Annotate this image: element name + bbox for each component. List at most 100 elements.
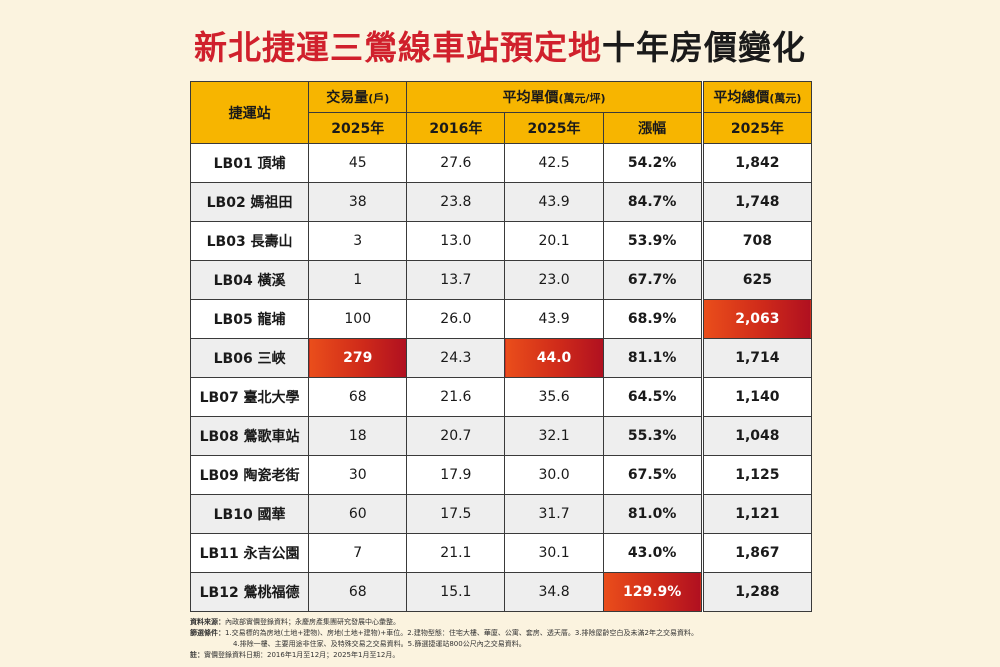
growth-cell: 84.7%	[602, 182, 702, 222]
source-note: 資料來源：內政部實價登錄資料；永慶房產集團研究發展中心彙整。	[190, 618, 400, 626]
table-row: LB06 三峽 279 24.3 44.0 81.1% 1,714	[189, 338, 813, 378]
table-row: LB01 頂埔 45 27.6 42.5 54.2% 1,842	[189, 143, 813, 183]
growth-cell: 68.9%	[602, 299, 702, 339]
filter-note: 篩選條件：1.交易標的為房地(土地+建物)、房地(土地+建物)+車位。2.建物型…	[190, 629, 699, 637]
growth-cell: 67.7%	[602, 260, 702, 300]
station-name: LB01 頂埔	[189, 143, 310, 183]
price-2025-cell: 32.1	[504, 416, 604, 456]
total-cell: 1,140	[702, 377, 813, 417]
total-cell: 1,121	[702, 494, 813, 534]
price-2016-cell: 23.8	[406, 182, 506, 222]
volume-cell: 30	[308, 455, 408, 495]
station-name: LB08 鶯歌車站	[189, 416, 310, 456]
header-station: 捷運站	[189, 81, 310, 144]
total-cell: 1,748	[702, 182, 813, 222]
station-name: LB12 鶯桃福德	[189, 572, 310, 612]
growth-cell: 67.5%	[602, 455, 702, 495]
price-2016-cell: 24.3	[406, 338, 506, 378]
growth-cell-highlight: 129.9%	[602, 572, 702, 612]
total-cell: 625	[702, 260, 813, 300]
price-2016-cell: 15.1	[406, 572, 506, 612]
price-2025-cell: 31.7	[504, 494, 604, 534]
price-2025-cell: 23.0	[504, 260, 604, 300]
volume-cell: 38	[308, 182, 408, 222]
date-note: 註：實價登錄資料日期：2016年1月至12月；2025年1月至12月。	[190, 651, 400, 659]
price-2025-cell-highlight: 44.0	[504, 338, 604, 378]
price-2025-cell: 43.9	[504, 182, 604, 222]
growth-cell: 55.3%	[602, 416, 702, 456]
title-red: 新北捷運三鶯線車站預定地	[194, 28, 602, 67]
growth-cell: 53.9%	[602, 221, 702, 261]
volume-cell: 1	[308, 260, 408, 300]
growth-cell: 64.5%	[602, 377, 702, 417]
price-2016-cell: 27.6	[406, 143, 506, 183]
price-2016-cell: 13.0	[406, 221, 506, 261]
growth-cell: 43.0%	[602, 533, 702, 573]
price-table: 捷運站 交易量(戶) 平均單價(萬元/坪) 平均總價(萬元) 2025年 201…	[189, 81, 813, 612]
header-volume: 交易量(戶)	[308, 81, 408, 113]
station-name: LB06 三峽	[189, 338, 310, 378]
volume-cell: 100	[308, 299, 408, 339]
price-2025-cell: 35.6	[504, 377, 604, 417]
price-2016-cell: 13.7	[406, 260, 506, 300]
growth-cell: 54.2%	[602, 143, 702, 183]
header-price-2016: 2016年	[406, 112, 506, 144]
station-name: LB02 媽祖田	[189, 182, 310, 222]
volume-cell: 60	[308, 494, 408, 534]
price-2025-cell: 42.5	[504, 143, 604, 183]
header-growth: 漲幅	[602, 112, 702, 144]
growth-cell: 81.1%	[602, 338, 702, 378]
price-2016-cell: 21.1	[406, 533, 506, 573]
total-cell: 1,867	[702, 533, 813, 573]
volume-cell: 7	[308, 533, 408, 573]
volume-cell: 45	[308, 143, 408, 183]
table-row: LB08 鶯歌車站 18 20.7 32.1 55.3% 1,048	[189, 416, 813, 456]
total-cell: 708	[702, 221, 813, 261]
station-name: LB04 橫溪	[189, 260, 310, 300]
total-cell: 1,048	[702, 416, 813, 456]
station-name: LB03 長壽山	[189, 221, 310, 261]
header-unit-price: 平均單價(萬元/坪)	[406, 81, 702, 113]
price-2025-cell: 34.8	[504, 572, 604, 612]
header-volume-year: 2025年	[308, 112, 408, 144]
table-row: LB11 永吉公園 7 21.1 30.1 43.0% 1,867	[189, 533, 813, 573]
growth-cell: 81.0%	[602, 494, 702, 534]
total-cell: 1,288	[702, 572, 813, 612]
price-2025-cell: 30.1	[504, 533, 604, 573]
station-name: LB10 國華	[189, 494, 310, 534]
volume-cell: 18	[308, 416, 408, 456]
total-cell: 1,125	[702, 455, 813, 495]
station-name: LB09 陶瓷老街	[189, 455, 310, 495]
total-cell-highlight: 2,063	[702, 299, 813, 339]
price-2025-cell: 43.9	[504, 299, 604, 339]
table-row: LB09 陶瓷老街 30 17.9 30.0 67.5% 1,125	[189, 455, 813, 495]
station-name: LB07 臺北大學	[189, 377, 310, 417]
price-2025-cell: 20.1	[504, 221, 604, 261]
price-2016-cell: 17.5	[406, 494, 506, 534]
total-cell: 1,714	[702, 338, 813, 378]
price-2025-cell: 30.0	[504, 455, 604, 495]
table-row: LB02 媽祖田 38 23.8 43.9 84.7% 1,748	[189, 182, 813, 222]
table-row: LB10 國華 60 17.5 31.7 81.0% 1,121	[189, 494, 813, 534]
table-row: LB12 鶯桃福德 68 15.1 34.8 129.9% 1,288	[189, 572, 813, 612]
volume-cell-highlight: 279	[308, 338, 408, 378]
price-2016-cell: 21.6	[406, 377, 506, 417]
volume-cell: 68	[308, 377, 408, 417]
header-total-year: 2025年	[702, 112, 813, 144]
price-2016-cell: 17.9	[406, 455, 506, 495]
footnotes: 資料來源：內政部實價登錄資料；永慶房產集團研究發展中心彙整。 篩選條件：1.交易…	[190, 617, 830, 661]
filter-note-cont: 4.排除一樓、主要用途非住家、及特殊交易之交易資料。5.篩選捷運站800公尺內之…	[233, 640, 526, 648]
total-cell: 1,842	[702, 143, 813, 183]
title-black: 十年房價變化	[602, 28, 806, 67]
table-row: LB07 臺北大學 68 21.6 35.6 64.5% 1,140	[189, 377, 813, 417]
station-name: LB11 永吉公園	[189, 533, 310, 573]
price-2016-cell: 26.0	[406, 299, 506, 339]
volume-cell: 3	[308, 221, 408, 261]
price-2016-cell: 20.7	[406, 416, 506, 456]
volume-cell: 68	[308, 572, 408, 612]
table-row: LB05 龍埔 100 26.0 43.9 68.9% 2,063	[189, 299, 813, 339]
page-title: 新北捷運三鶯線車站預定地十年房價變化	[0, 26, 1000, 70]
table-row: LB03 長壽山 3 13.0 20.1 53.9% 708	[189, 221, 813, 261]
header-price-2025: 2025年	[504, 112, 604, 144]
table-row: LB04 橫溪 1 13.7 23.0 67.7% 625	[189, 260, 813, 300]
